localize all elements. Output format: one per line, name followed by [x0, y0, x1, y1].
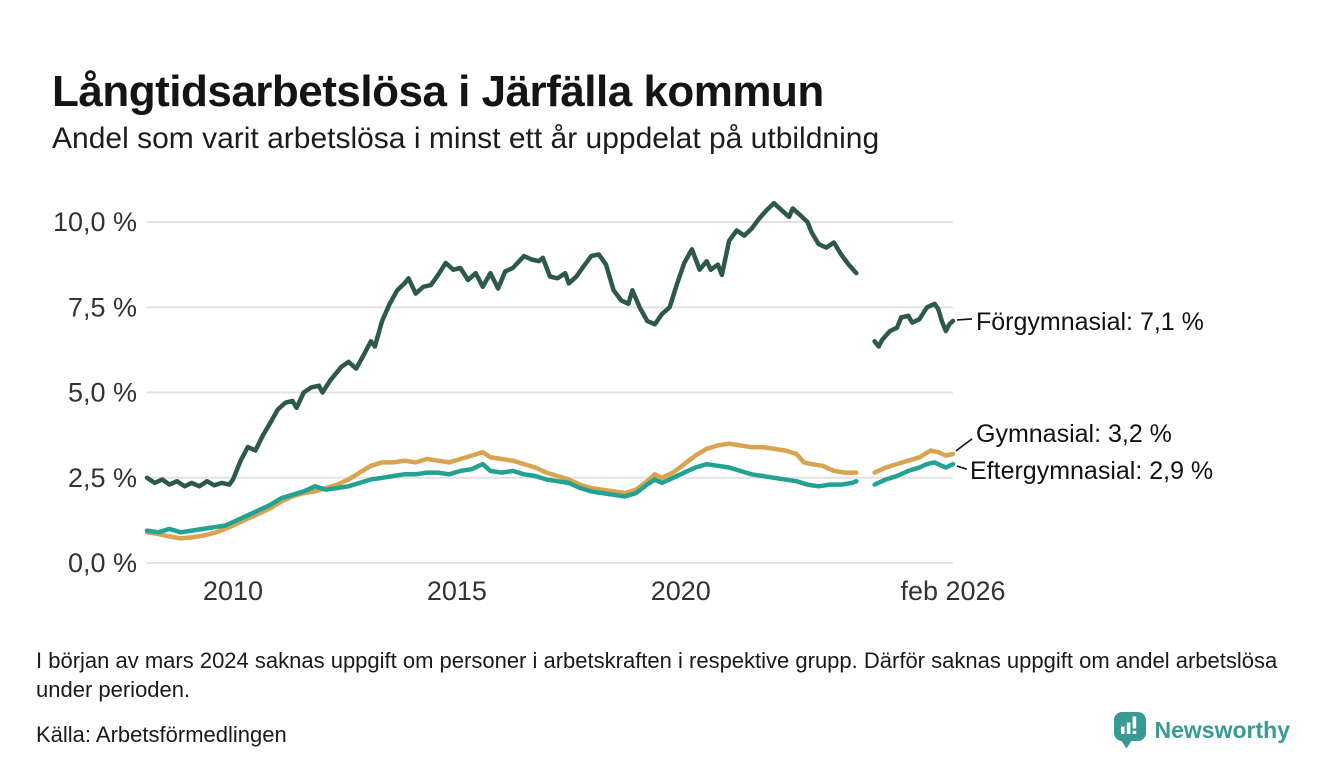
series-label-connector	[956, 318, 973, 321]
line-chart: 10,0 % 7,5 % 5,0 % 2,5 % 0,0 % 2010 2015 2020 fe…	[53, 200, 1213, 606]
series-line-gymnasial	[872, 448, 956, 475]
series-end-label-förgymnasial: Förgymnasial: 7,1 %	[976, 308, 1204, 336]
x-axis-tick-label: 2015	[427, 576, 487, 606]
page-title: Långtidsarbetslösa i Järfälla kommun	[52, 67, 824, 117]
series-line-eftergymnasial	[872, 460, 956, 487]
series-label-connector	[955, 438, 973, 452]
x-axis-tick-label: 2020	[651, 576, 711, 606]
series-line-gymnasial	[144, 441, 859, 541]
chart-footnote: I början av mars 2024 saknas uppgift om …	[36, 648, 1278, 702]
y-axis-tick-label: 0,0 %	[68, 548, 137, 578]
series-line-förgymnasial	[872, 301, 956, 349]
newsworthy-logo-text: Newsworthy	[1154, 717, 1290, 743]
x-axis-tick-label: 2010	[203, 576, 263, 606]
series-end-label-gymnasial: Gymnasial: 3,2 %	[976, 420, 1172, 448]
y-axis-tick-label: 2,5 %	[68, 463, 137, 493]
newsworthy-pin-barchart-icon	[1113, 712, 1146, 749]
y-axis-tick-label: 5,0 %	[68, 378, 137, 408]
y-axis-tick-label: 7,5 %	[68, 292, 137, 322]
series-label-connector	[956, 465, 968, 470]
x-axis-tick-label: feb 2026	[900, 576, 1005, 606]
series-line-eftergymnasial	[144, 461, 859, 535]
series-line-förgymnasial	[144, 200, 859, 489]
y-axis-tick-label: 10,0 %	[53, 207, 137, 237]
source-line: Källa: Arbetsförmedlingen	[36, 722, 287, 747]
series-end-label-eftergymnasial: Eftergymnasial: 2,9 %	[970, 457, 1213, 485]
newsworthy-branding: Newsworthy	[1113, 712, 1290, 749]
page-subtitle: Andel som varit arbetslösa i minst ett å…	[52, 122, 880, 155]
